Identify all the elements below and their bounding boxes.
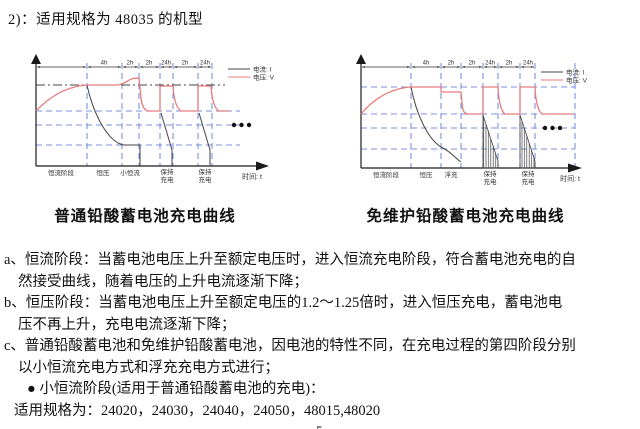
grid-lines <box>36 63 240 166</box>
ordinary-battery-chart-title: 普通铅酸蓄电池充电曲线 <box>54 208 236 225</box>
time-axis-label: 时间: t <box>560 174 580 183</box>
chart-legend: 电流: I 电压: V <box>228 65 275 82</box>
current-legend-label: 电流: I <box>253 65 272 74</box>
paragraph-c-line-1: c、普通铅酸蓄电池和免维护铅酸蓄电池，因电池的特性不同，在充电过程的第四阶段分别 <box>4 338 576 354</box>
phase-label-maintain-1b: 充电 <box>484 177 498 186</box>
phase-label-float-charge: 浮充 <box>445 170 459 179</box>
current-curve <box>86 84 211 166</box>
phase-label-maintain-2b: 充电 <box>522 177 536 186</box>
duration-label: 2h <box>127 61 134 67</box>
duration-labels: 4h 2h 2h 24h 2h 24h <box>101 61 210 67</box>
y-axis-arrow <box>31 54 41 64</box>
maintenance-free-battery-chart-title: 免维护铅酸蓄电池充电曲线 <box>366 208 565 225</box>
ordinary-battery-chart: 4h 2h 2h 24h 2h 24h 电流: I <box>10 53 310 226</box>
page-heading: 2)：适用规格为 48035 的机型 <box>8 12 204 28</box>
duration-label: 2h <box>469 61 476 67</box>
duration-label: 24h <box>161 61 171 67</box>
maintenance-free-battery-chart-svg: 4h 2h 2h 24h 2h 24h <box>356 54 588 186</box>
phase-labels: 恒流阶段 恒压 小恒流 保持 充电 保持 充电 时间: t <box>48 167 262 184</box>
phase-label-constant-current: 恒流阶段 <box>373 170 400 179</box>
phase-label-maintain-1b: 充电 <box>161 175 175 184</box>
paragraph-a-line-2: 然接受曲线，随着电压的上升电流逐渐下降； <box>18 273 308 290</box>
continuation-dots <box>542 125 563 131</box>
continuation-dots <box>231 122 252 128</box>
ordinary-battery-chart-svg: 4h 2h 2h 24h 2h 24h 电流: I <box>31 54 275 184</box>
duration-label: 2h <box>146 61 153 67</box>
applicable-models-line: 适用规格为：24020，24030，24040，24050，48015,4802… <box>14 402 381 419</box>
paragraph-a-line-1: a、恒流阶段：当蓄电池电压上升至额定电压时，进入恒流充电阶段，符合蓄电池充电的自 <box>4 252 576 268</box>
phase-label-small-constant-current: 小恒流 <box>120 168 140 177</box>
phase-label-maintain-1: 保持 <box>484 169 498 178</box>
duration-labels: 4h 2h 2h 24h 2h 24h <box>423 61 533 67</box>
duration-label: 24h <box>485 61 495 67</box>
duration-label: 2h <box>448 61 455 67</box>
voltage-curve <box>360 86 574 115</box>
chart-legend: 电流: I 电压: V <box>541 68 588 85</box>
axes <box>35 61 257 167</box>
maintain-charge-hatched-bursts <box>482 114 536 169</box>
phase-label-constant-voltage: 恒压 <box>97 168 111 177</box>
phase-label-maintain-2: 保持 <box>199 167 213 176</box>
duration-label: 4h <box>423 61 430 67</box>
voltage-curve <box>35 77 229 112</box>
maintenance-free-battery-chart: 4h 2h 2h 24h 2h 24h <box>348 53 640 226</box>
paragraph-b-line-1: b、恒压阶段：当蓄电池电压上升至额定电压的1.2～1.25倍时，进入恒压充电，蓄… <box>4 295 563 311</box>
duration-label: 4h <box>101 61 108 67</box>
body-text: a、恒流阶段：当蓄电池电压上升至额定电压时，进入恒流充电阶段，符合蓄电池充电的自… <box>0 250 640 422</box>
time-axis-label: 时间: t <box>242 172 262 181</box>
phase-label-maintain-1: 保持 <box>161 167 175 176</box>
page-number-partial: 5 <box>316 423 323 429</box>
phase-label-maintain-2b: 充电 <box>199 175 213 184</box>
x-axis-arrow <box>568 163 582 173</box>
phase-label-constant-current: 恒流阶段 <box>48 168 75 177</box>
grid-lines <box>361 63 576 168</box>
duration-label: 2h <box>182 61 189 67</box>
duration-label: 2h <box>506 61 513 67</box>
voltage-legend-label: 电压: V <box>253 73 275 82</box>
voltage-legend-label: 电压: V <box>566 76 588 85</box>
bullet-small-constant-current: ● 小恒流阶段(适用于普通铅酸蓄电池的充电)： <box>27 381 325 397</box>
current-curve <box>410 86 462 163</box>
paragraph-c-line-2: 以小恒流充电方式和浮充充电方式进行； <box>18 359 279 376</box>
duration-label: 24h <box>200 61 210 67</box>
paragraph-b-line-2: 压不再上升，充电电流逐渐下降； <box>18 316 236 333</box>
phase-labels: 恒流阶段 恒压 浮充 保持 充电 保持 充电 时间: t <box>373 169 580 186</box>
duration-label: 24h <box>523 61 533 67</box>
current-legend-label: 电流: I <box>566 68 585 77</box>
phase-label-constant-voltage: 恒压 <box>420 170 434 179</box>
phase-label-maintain-2: 保持 <box>522 169 536 178</box>
y-axis-arrow <box>356 54 366 64</box>
x-axis-arrow <box>256 161 269 171</box>
